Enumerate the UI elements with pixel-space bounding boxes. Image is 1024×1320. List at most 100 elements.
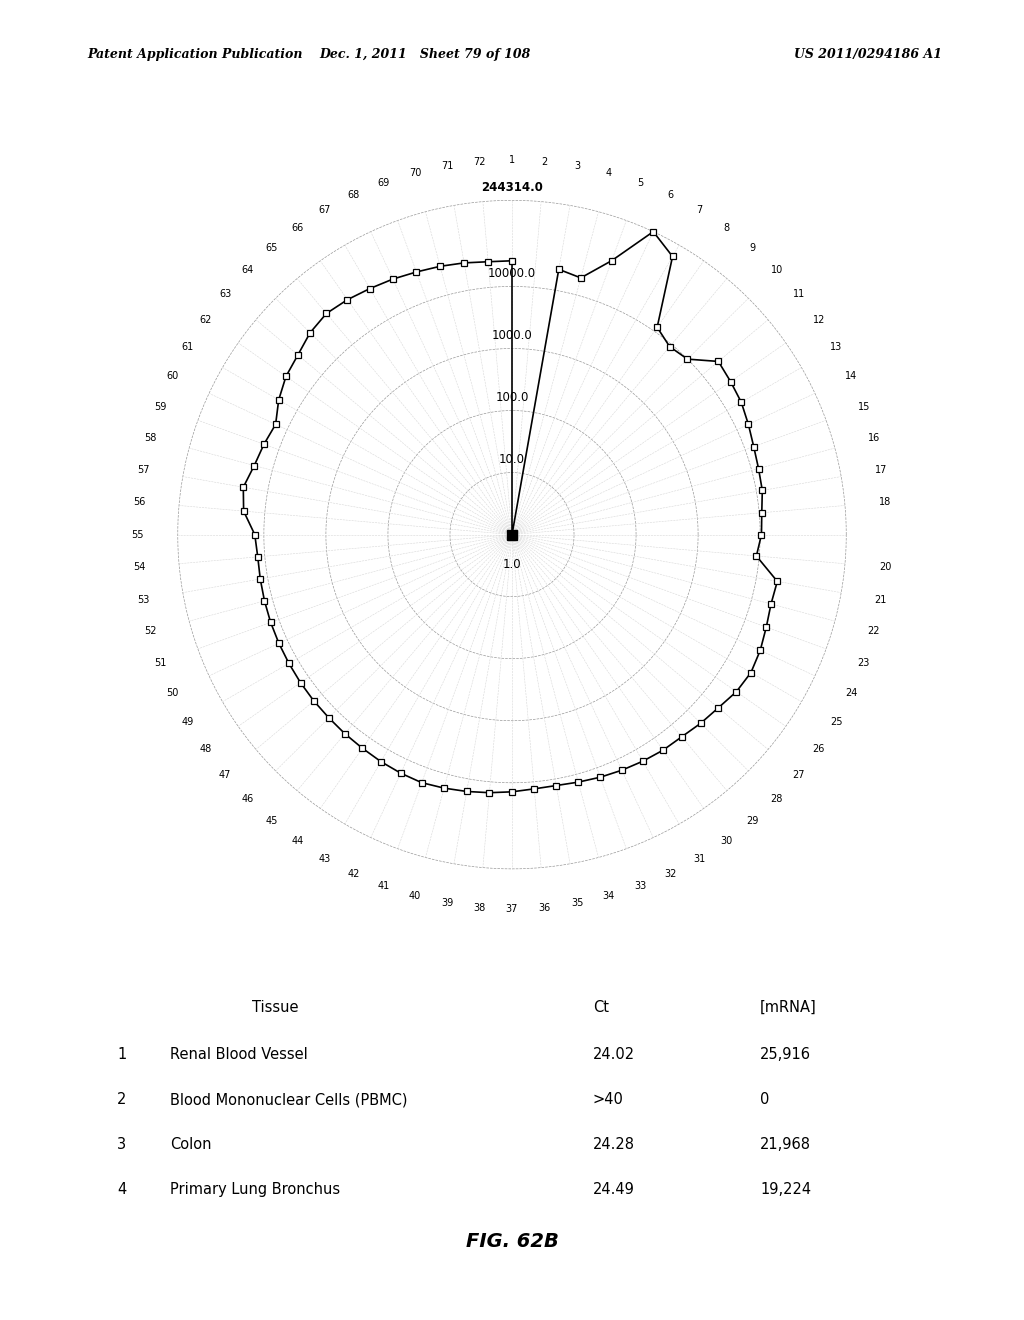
Text: 54: 54 (133, 562, 145, 573)
Text: 66: 66 (291, 223, 303, 232)
Text: 17: 17 (874, 465, 887, 475)
Text: 2: 2 (117, 1093, 127, 1107)
Text: 7: 7 (696, 206, 702, 215)
Text: 4: 4 (606, 168, 612, 178)
Text: 3: 3 (117, 1138, 126, 1152)
Text: 56: 56 (133, 496, 145, 507)
Text: Ct: Ct (593, 1001, 608, 1015)
Text: Patent Application Publication: Patent Application Publication (87, 48, 302, 61)
Text: 100.0: 100.0 (496, 391, 528, 404)
Text: 21,968: 21,968 (760, 1138, 811, 1152)
Text: 61: 61 (181, 342, 194, 352)
Text: 62: 62 (199, 315, 212, 325)
Text: 60: 60 (167, 371, 179, 381)
Text: 43: 43 (318, 854, 331, 863)
Text: 63: 63 (219, 289, 231, 298)
Text: 35: 35 (570, 899, 584, 908)
Text: 9: 9 (750, 243, 756, 253)
Text: 64: 64 (241, 265, 253, 275)
Text: 1000.0: 1000.0 (492, 329, 532, 342)
Text: 37: 37 (506, 904, 518, 913)
Text: 55: 55 (131, 529, 143, 540)
Text: 20: 20 (879, 562, 891, 573)
Text: 34: 34 (603, 891, 615, 902)
Text: 19,224: 19,224 (760, 1183, 811, 1197)
Text: US 2011/0294186 A1: US 2011/0294186 A1 (794, 48, 942, 61)
Text: 8: 8 (724, 223, 730, 232)
Text: 58: 58 (144, 433, 157, 442)
Text: Primary Lung Bronchus: Primary Lung Bronchus (170, 1183, 340, 1197)
Text: 15: 15 (858, 401, 870, 412)
Text: 32: 32 (664, 869, 677, 879)
Text: 50: 50 (167, 688, 179, 698)
Text: 38: 38 (473, 903, 485, 912)
Text: 1: 1 (509, 156, 515, 165)
Text: 24: 24 (845, 688, 857, 698)
Text: 5: 5 (637, 178, 643, 187)
Text: 23: 23 (858, 657, 870, 668)
Text: Dec. 1, 2011   Sheet 79 of 108: Dec. 1, 2011 Sheet 79 of 108 (319, 48, 530, 61)
Text: 24.02: 24.02 (593, 1047, 635, 1063)
Text: 65: 65 (265, 243, 278, 253)
Text: 49: 49 (181, 717, 194, 727)
Text: 10000.0: 10000.0 (488, 267, 536, 280)
Text: 53: 53 (137, 594, 150, 605)
Text: 59: 59 (154, 401, 166, 412)
Text: 25: 25 (830, 717, 843, 727)
Text: 41: 41 (378, 882, 390, 891)
Text: 52: 52 (144, 627, 157, 636)
Text: 45: 45 (265, 816, 278, 826)
Text: 24.28: 24.28 (593, 1138, 635, 1152)
Text: 2: 2 (542, 157, 548, 166)
Text: 26: 26 (812, 744, 825, 754)
Text: 46: 46 (241, 795, 253, 804)
Text: 11: 11 (793, 289, 805, 298)
Text: 25,916: 25,916 (760, 1047, 811, 1063)
Text: 44: 44 (291, 837, 303, 846)
Text: 29: 29 (746, 816, 759, 826)
Text: 40: 40 (409, 891, 421, 902)
Text: 30: 30 (721, 837, 733, 846)
Text: 27: 27 (793, 771, 805, 780)
Text: 57: 57 (137, 465, 150, 475)
Text: 68: 68 (348, 190, 359, 201)
Text: 70: 70 (409, 168, 421, 178)
Text: 39: 39 (441, 899, 453, 908)
Text: FIG. 62B: FIG. 62B (466, 1233, 558, 1251)
Text: 14: 14 (845, 371, 857, 381)
Text: 16: 16 (867, 433, 880, 442)
Text: 69: 69 (378, 178, 390, 187)
Text: 36: 36 (539, 903, 551, 912)
Text: 33: 33 (634, 882, 646, 891)
Text: 24.49: 24.49 (593, 1183, 635, 1197)
Text: 22: 22 (867, 627, 880, 636)
Text: 6: 6 (668, 190, 674, 201)
Text: Renal Blood Vessel: Renal Blood Vessel (170, 1047, 308, 1063)
Text: Colon: Colon (170, 1138, 212, 1152)
Text: 0: 0 (760, 1093, 769, 1107)
Text: 10: 10 (771, 265, 783, 275)
Text: 28: 28 (770, 795, 783, 804)
Text: 71: 71 (440, 161, 454, 170)
Text: Tissue: Tissue (252, 1001, 299, 1015)
Text: 1.0: 1.0 (503, 558, 521, 572)
Text: 31: 31 (693, 854, 706, 863)
Text: 12: 12 (812, 315, 825, 325)
Text: 10.0: 10.0 (499, 453, 525, 466)
Text: 72: 72 (473, 157, 485, 166)
Text: 18: 18 (879, 496, 891, 507)
Text: [mRNA]: [mRNA] (760, 1001, 817, 1015)
Text: 244314.0: 244314.0 (481, 181, 543, 194)
Text: Blood Mononuclear Cells (PBMC): Blood Mononuclear Cells (PBMC) (170, 1093, 408, 1107)
Text: 47: 47 (219, 771, 231, 780)
Text: 42: 42 (347, 869, 360, 879)
Text: 51: 51 (154, 657, 166, 668)
Text: 21: 21 (874, 594, 887, 605)
Text: 3: 3 (573, 161, 580, 170)
Text: 4: 4 (117, 1183, 126, 1197)
Text: 67: 67 (318, 206, 331, 215)
Text: >40: >40 (593, 1093, 624, 1107)
Text: 48: 48 (200, 744, 211, 754)
Text: 1: 1 (117, 1047, 126, 1063)
Text: 13: 13 (830, 342, 843, 352)
